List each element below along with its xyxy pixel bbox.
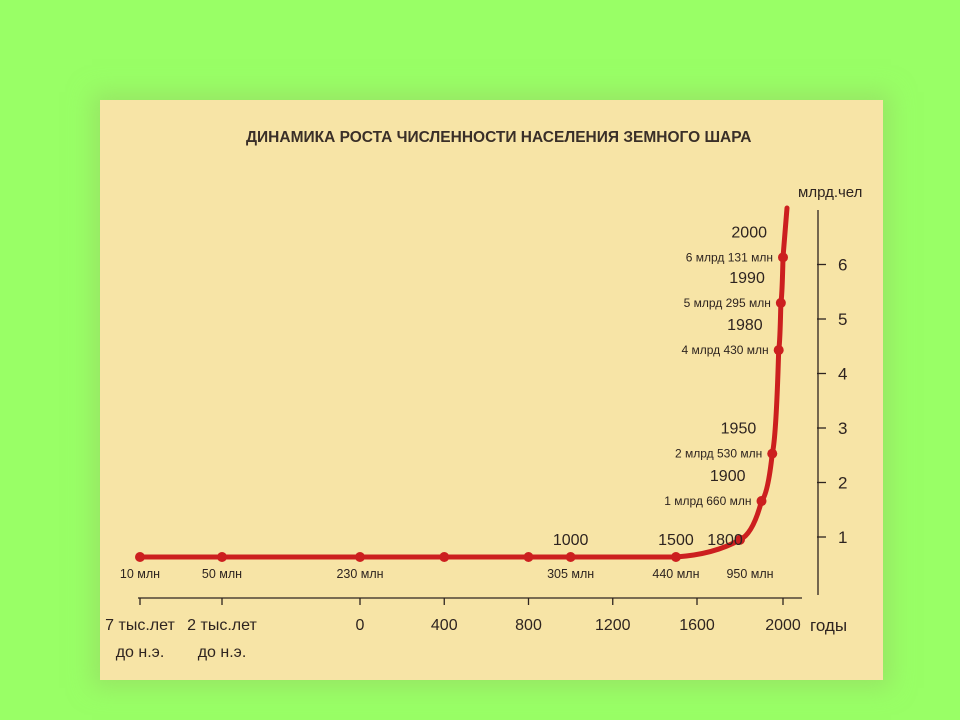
population-chart: ДИНАМИКА РОСТА ЧИСЛЕННОСТИ НАСЕЛЕНИЯ ЗЕМ…	[105, 129, 862, 661]
point-year-label: 2000	[731, 224, 767, 241]
y-tick-label: 4	[838, 365, 847, 384]
point-value-label: 5 млрд 295 млн	[684, 296, 771, 310]
x-tick-label: 7 тыс.лет	[105, 617, 175, 634]
data-point	[135, 552, 145, 562]
y-tick-label: 2	[838, 474, 847, 493]
point-value-label: 4 млрд 430 млн	[681, 343, 768, 357]
data-point	[773, 345, 784, 356]
x-tick-label: 2000	[765, 617, 801, 634]
data-point	[670, 552, 681, 562]
point-value-label: 1 млрд 660 млн	[664, 494, 751, 508]
x-axis-label: годы	[810, 616, 847, 635]
x-tick-label: 800	[515, 617, 542, 634]
y-tick-label: 6	[838, 256, 847, 275]
x-tick-label: до н.э.	[116, 644, 165, 661]
point-value-label: 10 млн	[120, 567, 160, 581]
data-point	[735, 534, 745, 545]
point-year-label: 1900	[710, 468, 746, 485]
point-year-label: 1980	[727, 317, 763, 334]
point-year-label: 1800	[707, 532, 743, 549]
x-tick-label: 400	[431, 617, 458, 634]
data-point	[355, 552, 365, 562]
y-axis-label: млрд.чел	[798, 184, 862, 201]
point-value-label: 305 млн	[547, 567, 594, 581]
chart-title: ДИНАМИКА РОСТА ЧИСЛЕННОСТИ НАСЕЛЕНИЯ ЗЕМ…	[246, 129, 751, 146]
y-tick-label: 1	[838, 528, 847, 547]
data-point	[217, 552, 227, 562]
point-value-label: 6 млрд 131 млн	[686, 250, 773, 264]
data-point	[756, 496, 767, 507]
data-point	[565, 552, 576, 562]
x-tick-label: до н.э.	[198, 644, 247, 661]
data-point	[775, 297, 786, 308]
data-point	[439, 552, 450, 562]
x-tick-label: 1600	[679, 617, 715, 634]
point-year-label: 1990	[729, 270, 765, 287]
point-value-label: 50 млн	[202, 567, 242, 581]
x-tick-label: 0	[356, 617, 365, 634]
point-year-label: 1500	[658, 532, 694, 549]
point-value-label: 230 млн	[336, 567, 383, 581]
point-year-label: 1000	[553, 532, 589, 549]
point-value-label: 2 млрд 530 млн	[675, 447, 762, 461]
data-point	[778, 252, 788, 263]
point-value-label: 950 млн	[726, 567, 773, 581]
x-tick-label: 2 тыс.лет	[187, 617, 257, 634]
y-tick-label: 5	[838, 310, 847, 329]
data-point	[767, 448, 778, 459]
point-value-label: 440 млн	[652, 567, 699, 581]
chart-panel: ДИНАМИКА РОСТА ЧИСЛЕННОСТИ НАСЕЛЕНИЯ ЗЕМ…	[100, 100, 883, 680]
data-point	[523, 552, 534, 562]
y-tick-label: 3	[838, 419, 847, 438]
x-tick-label: 1200	[595, 617, 631, 634]
point-year-label: 1950	[721, 421, 757, 438]
